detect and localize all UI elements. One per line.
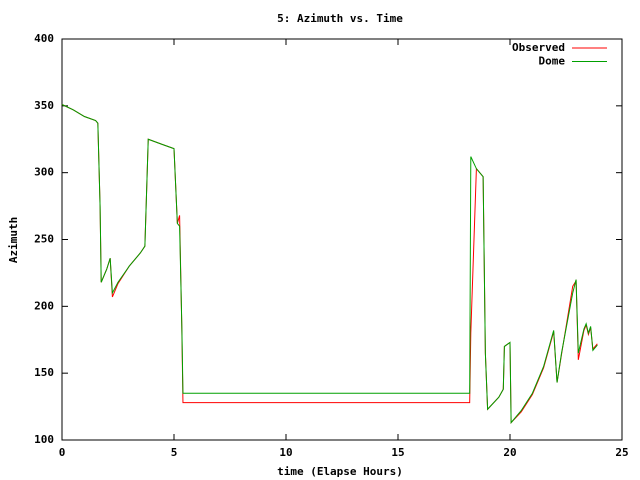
legend-label: Dome (539, 55, 566, 68)
y-tick-label: 250 (34, 233, 54, 246)
data-line (61, 104, 598, 424)
x-tick-label: 25 (615, 446, 628, 459)
y-tick-label: 100 (34, 433, 54, 446)
x-tick-label: 5 (171, 446, 178, 459)
y-tick-label: 400 (34, 32, 54, 45)
y-tick-label: 300 (34, 166, 54, 179)
chart-title: 5: Azimuth vs. Time (277, 12, 403, 25)
x-tick-label: 15 (391, 446, 404, 459)
data-line (61, 104, 598, 424)
x-axis-label: time (Elapse Hours) (277, 465, 403, 478)
y-tick-label: 350 (34, 99, 54, 112)
y-tick-label: 150 (34, 366, 54, 379)
y-axis-label: Azimuth (7, 217, 20, 263)
x-tick-label: 20 (503, 446, 516, 459)
x-tick-label: 0 (59, 446, 66, 459)
y-tick-label: 200 (34, 299, 54, 312)
legend-label: Observed (512, 41, 565, 54)
x-tick-label: 10 (279, 446, 292, 459)
